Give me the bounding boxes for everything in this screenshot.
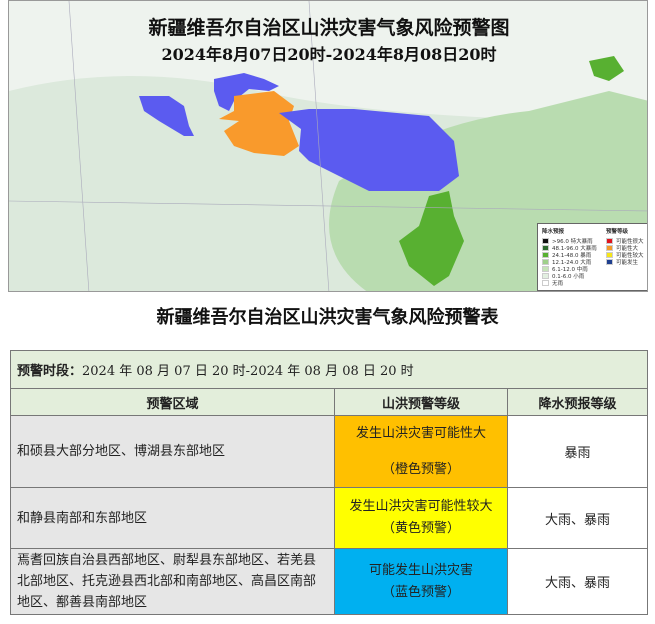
rain-legend-item: 12.1-24.0 大雨 xyxy=(542,258,597,266)
period-value: 2024 年 08 月 07 日 20 时-2024 年 08 月 08 日 2… xyxy=(82,364,414,379)
rain-level: 大雨、暴雨 xyxy=(507,487,648,549)
legend-swatch xyxy=(542,272,549,279)
flood-level-tag: （蓝色预警） xyxy=(381,584,460,600)
map-title: 新疆维吾尔自治区山洪灾害气象风险预警图 xyxy=(148,17,510,39)
rain-legend-item: 48.1-96.0 大暴雨 xyxy=(542,244,597,252)
legend-label: 可能性较大 xyxy=(616,252,644,259)
legend-label: >96.0 特大暴雨 xyxy=(552,238,593,245)
legend-label: 24.1-48.0 暴雨 xyxy=(552,252,592,259)
rain-level: 暴雨 xyxy=(507,415,648,488)
legend-swatch xyxy=(606,251,613,258)
header-rain-level: 降水预报等级 xyxy=(507,388,648,416)
period-label: 预警时段： xyxy=(17,364,83,379)
flood-level-tag: （黄色预警） xyxy=(381,521,460,536)
rain-level: 大雨、暴雨 xyxy=(507,548,648,615)
flood-level-cell: 发生山洪灾害可能性较大 （黄色预警） xyxy=(334,487,508,549)
legend-label: 可能性很大 xyxy=(616,238,644,245)
rain-legend-item: 0.1-6.0 小雨 xyxy=(542,272,597,280)
legend-label: 可能发生 xyxy=(616,259,639,266)
orange-warning xyxy=(219,91,299,156)
flood-level-cell: 可能发生山洪灾害 （蓝色预警） xyxy=(334,548,508,615)
table-title: 新疆维吾尔自治区山洪灾害气象风险预警表 xyxy=(156,307,499,328)
legend-label: 6.1-12.0 中雨 xyxy=(552,266,588,273)
legend-label: 0.1-6.0 小雨 xyxy=(552,273,585,280)
rain-heavy-region xyxy=(399,191,464,286)
warning-area: 焉耆回族自治县西部地区、尉犁县东部地区、若羌县北部地区、托克逊县西北部和南部地区… xyxy=(10,548,335,615)
legend-label: 12.1-24.0 大雨 xyxy=(552,259,592,266)
blue-warning-north xyxy=(214,73,279,111)
rain-legend-item: 24.1-48.0 暴雨 xyxy=(542,251,597,259)
warn-legend-item: 可能性较大 xyxy=(606,251,644,259)
table-row: 和静县南部和东部地区 发生山洪灾害可能性较大 （黄色预警） 大雨、暴雨 xyxy=(10,487,648,549)
column-headers: 预警区域 山洪预警等级 降水预报等级 xyxy=(10,388,648,416)
rain-legend-item: 6.1-12.0 中雨 xyxy=(542,265,597,273)
legend-label: 可能性大 xyxy=(616,245,639,252)
warn-legend-item: 可能性大 xyxy=(606,244,644,252)
legend-swatch xyxy=(542,251,549,258)
rain-legend-title: 降水预报 xyxy=(542,229,565,235)
flood-risk-map: 新疆维吾尔自治区山洪灾害气象风险预警图 2024年8月07日20时-2024年8… xyxy=(8,0,648,292)
table-row: 焉耆回族自治县西部地区、尉犁县东部地区、若羌县北部地区、托克逊县西北部和南部地区… xyxy=(10,548,648,615)
rain-legend-item: >96.0 特大暴雨 xyxy=(542,237,597,245)
legend-label: 48.1-96.0 大暴雨 xyxy=(552,245,597,252)
warn-legend-item: 可能性很大 xyxy=(606,237,644,245)
legend-swatch xyxy=(606,258,613,265)
rain-green-patch xyxy=(589,56,624,81)
legend-label: 无雨 xyxy=(552,280,564,287)
blue-warning-east xyxy=(279,109,459,191)
legend-swatch xyxy=(542,244,549,251)
legend-swatch xyxy=(542,279,549,286)
flood-level-tag: （橙色预警） xyxy=(381,461,460,477)
legend-swatch xyxy=(606,244,613,251)
legend-swatch xyxy=(542,265,549,272)
rain-legend-item: 无雨 xyxy=(542,279,597,287)
flood-level-text: 发生山洪灾害可能性大 xyxy=(355,425,486,441)
table-row: 和硕县大部分地区、博湖县东部地区 发生山洪灾害可能性大 （橙色预警） 暴雨 xyxy=(10,415,648,488)
warning-area: 和硕县大部分地区、博湖县东部地区 xyxy=(10,415,335,488)
flood-level-cell: 发生山洪灾害可能性大 （橙色预警） xyxy=(334,415,508,488)
flood-level-text: 可能发生山洪灾害 xyxy=(368,562,473,578)
warn-legend-title: 预警等级 xyxy=(606,229,629,235)
header-area: 预警区域 xyxy=(10,388,335,416)
flood-level-text: 发生山洪灾害可能性较大 xyxy=(349,499,493,514)
period-row: 预警时段：2024 年 08 月 07 日 20 时-2024 年 08 月 0… xyxy=(10,350,648,389)
map-graphic xyxy=(9,1,647,291)
blue-warning-west xyxy=(139,96,194,136)
legend-swatch xyxy=(542,258,549,265)
warning-area: 和静县南部和东部地区 xyxy=(10,487,335,549)
legend-swatch xyxy=(606,237,613,244)
map-subtitle: 2024年8月07日20时-2024年8月08日20时 xyxy=(161,45,497,64)
legend-swatch xyxy=(542,237,549,244)
warn-legend-item: 可能发生 xyxy=(606,258,644,266)
warning-table: 预警时段：2024 年 08 月 07 日 20 时-2024 年 08 月 0… xyxy=(10,350,648,615)
header-flood-level: 山洪预警等级 xyxy=(334,388,508,416)
map-legend: 降水预报 >96.0 特大暴雨 48.1-96.0 大暴雨 24.1-48.0 暴雨… xyxy=(537,223,647,291)
